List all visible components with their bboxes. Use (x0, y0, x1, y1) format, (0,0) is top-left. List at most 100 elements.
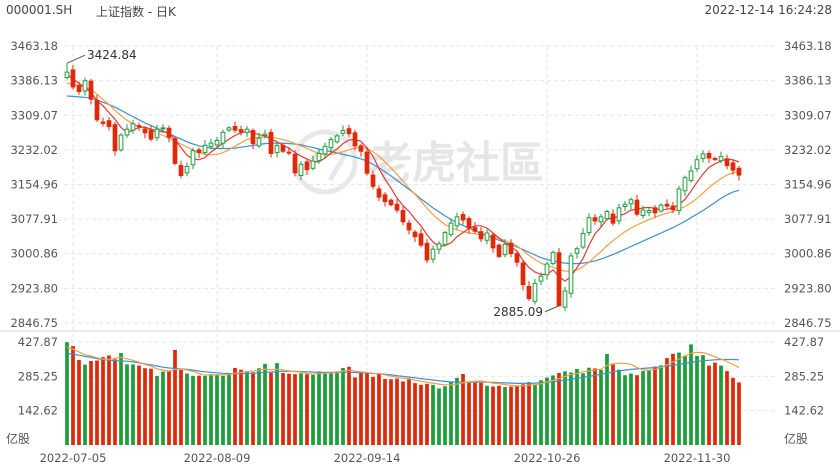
candle-body (184, 166, 190, 174)
candle (508, 239, 514, 258)
low-annotation-label: 2885.09 (493, 305, 543, 319)
volume-bar (323, 372, 327, 445)
candle (670, 202, 676, 214)
volume-bar (197, 375, 201, 445)
price-tick-label-right: 3077.91 (784, 212, 832, 226)
volume-bar (527, 382, 531, 445)
volume-bar (677, 352, 681, 445)
volume-bar (521, 384, 525, 445)
candle (412, 229, 418, 243)
date-tick-label: 2022-11-30 (664, 451, 731, 465)
candle (484, 229, 490, 245)
candle-body (292, 153, 298, 174)
volume-bar (509, 386, 513, 445)
volume-bar (683, 356, 687, 445)
candle-body (274, 144, 280, 154)
price-tick-label-right: 2923.80 (784, 281, 832, 295)
candle (532, 278, 538, 305)
price-tick-label-right: 3463.18 (784, 39, 832, 53)
candle-body (178, 165, 184, 176)
candle-body (226, 127, 232, 131)
price-tick-label-right: 3386.13 (784, 74, 832, 88)
candle-body (694, 159, 700, 170)
volume-bar (137, 365, 141, 445)
candle-body (136, 125, 142, 128)
price-moving-averages (66, 73, 740, 282)
candle (82, 77, 88, 96)
candle-body (382, 194, 388, 203)
volume-bar (563, 371, 567, 445)
symbol-label: 000001.SH (6, 3, 73, 17)
volume-bar (659, 365, 663, 445)
volume-bar (359, 372, 363, 445)
candle (622, 201, 628, 211)
volume-bar (107, 355, 111, 445)
volume-bar (617, 369, 621, 445)
candle (322, 142, 328, 158)
candle (598, 214, 604, 227)
candle-body (532, 282, 538, 302)
volume-bar (89, 360, 93, 445)
volume-bar (353, 377, 357, 445)
candle (268, 128, 274, 158)
low-annotation-pointer (544, 305, 560, 313)
volume-bar (539, 380, 543, 445)
candle-body (502, 243, 508, 256)
candle-body (322, 145, 328, 155)
candle (88, 78, 94, 105)
volume-bar (95, 360, 99, 445)
candle-body (700, 153, 706, 159)
candle (538, 272, 544, 286)
candle-body (244, 128, 250, 133)
candle-body (574, 248, 580, 254)
candle (586, 213, 592, 236)
price-tick-label-left: 2923.80 (10, 281, 58, 295)
candle (496, 243, 502, 259)
volume-bar (113, 359, 117, 445)
candle-body (310, 160, 316, 169)
candle-body (190, 150, 196, 166)
candle-body (730, 162, 736, 171)
candle-body (406, 222, 412, 231)
candle (160, 124, 166, 133)
candle-body (664, 203, 670, 207)
volume-bar (383, 379, 387, 445)
candle-body (562, 290, 568, 308)
candle (226, 126, 232, 132)
candle-body (358, 145, 364, 152)
volume-bar (347, 366, 351, 445)
candle-body (712, 157, 718, 160)
candle-body (520, 262, 526, 286)
volume-unit-left: 亿股 (6, 431, 30, 446)
candle-body (100, 121, 106, 124)
volume-bar (737, 382, 741, 445)
volume-bar (569, 372, 573, 445)
candle (724, 154, 730, 170)
volume-bar (431, 384, 435, 445)
candle (736, 166, 742, 181)
volume-tick-label-right: 285.25 (784, 369, 824, 383)
volume-bar (167, 370, 171, 445)
candle (64, 63, 70, 80)
candle (76, 81, 82, 96)
volume-bar (581, 373, 585, 445)
candle (694, 155, 700, 172)
candle (112, 122, 118, 156)
candle (274, 142, 280, 158)
candle (340, 125, 346, 136)
price-annotations: 3424.84 2885.09 (66, 48, 560, 319)
candle-body (238, 129, 244, 133)
candle-body (346, 128, 352, 135)
volume-bar (719, 365, 723, 445)
volume-bar (635, 375, 639, 445)
candle-body (412, 231, 418, 238)
volume-bar (653, 366, 657, 445)
volume-bar (473, 382, 477, 445)
candle-body (604, 210, 610, 220)
candle-body (676, 188, 682, 212)
candle-body (538, 275, 544, 282)
chart-header: 000001.SH 上证指数 - 日K 2022-12-14 16:24:28 (0, 0, 840, 20)
candle (328, 136, 334, 153)
candle-body (706, 152, 712, 159)
